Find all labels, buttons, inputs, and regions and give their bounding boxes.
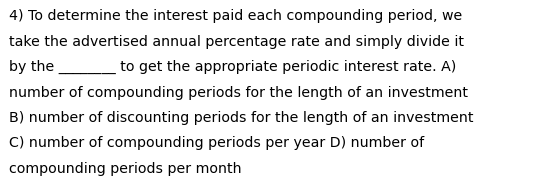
Text: take the advertised annual percentage rate and simply divide it: take the advertised annual percentage ra… bbox=[9, 35, 464, 49]
Text: B) number of discounting periods for the length of an investment: B) number of discounting periods for the… bbox=[9, 111, 473, 125]
Text: number of compounding periods for the length of an investment: number of compounding periods for the le… bbox=[9, 86, 468, 99]
Text: C) number of compounding periods per year D) number of: C) number of compounding periods per yea… bbox=[9, 136, 424, 150]
Text: by the ________ to get the appropriate periodic interest rate. A): by the ________ to get the appropriate p… bbox=[9, 60, 456, 74]
Text: 4) To determine the interest paid each compounding period, we: 4) To determine the interest paid each c… bbox=[9, 9, 462, 23]
Text: compounding periods per month: compounding periods per month bbox=[9, 162, 242, 176]
